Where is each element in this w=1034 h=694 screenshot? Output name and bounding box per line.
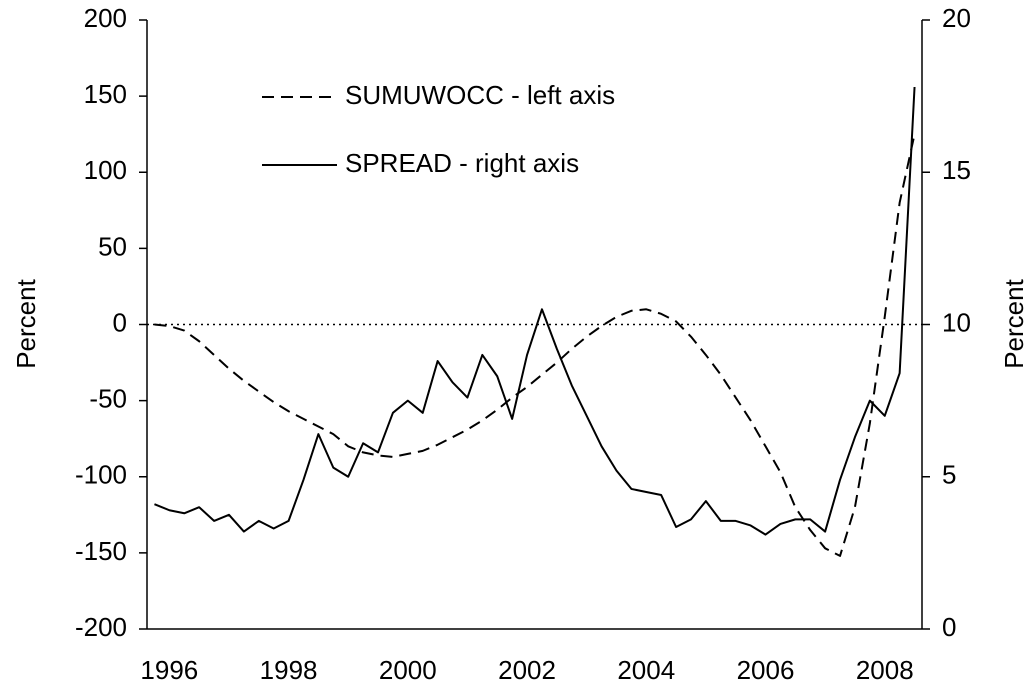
y2-tick-label: 15 [942,155,971,185]
x-tick-label: 2000 [379,655,437,685]
x-tick-label: 2008 [856,655,914,685]
y-tick-label: -200 [75,612,127,642]
series-line [154,133,916,557]
y2-tick-label: 10 [942,307,971,337]
y2-axis-label: Percent [999,278,1029,368]
x-tick-label: 1998 [260,655,318,685]
y-tick-label: 0 [113,307,127,337]
series-line [154,86,916,536]
y2-tick-label: 0 [942,612,956,642]
y-tick-label: -150 [75,536,127,566]
y-tick-label: 100 [84,155,127,185]
x-tick-label: 2004 [617,655,675,685]
y2-tick-label: 20 [942,3,971,33]
y-tick-label: 150 [84,79,127,109]
x-tick-label: 2006 [737,655,795,685]
legend-label: SUMUWOCC - left axis [345,80,615,110]
x-tick-label: 1996 [140,655,198,685]
x-tick-label: 2002 [498,655,556,685]
legend-label: SPREAD - right axis [345,148,579,178]
y-tick-label: 200 [84,3,127,33]
y-axis-label: Percent [11,278,41,368]
y-tick-label: -50 [89,384,127,414]
y2-tick-label: 5 [942,460,956,490]
y-tick-label: 50 [98,231,127,261]
y-tick-label: -100 [75,460,127,490]
